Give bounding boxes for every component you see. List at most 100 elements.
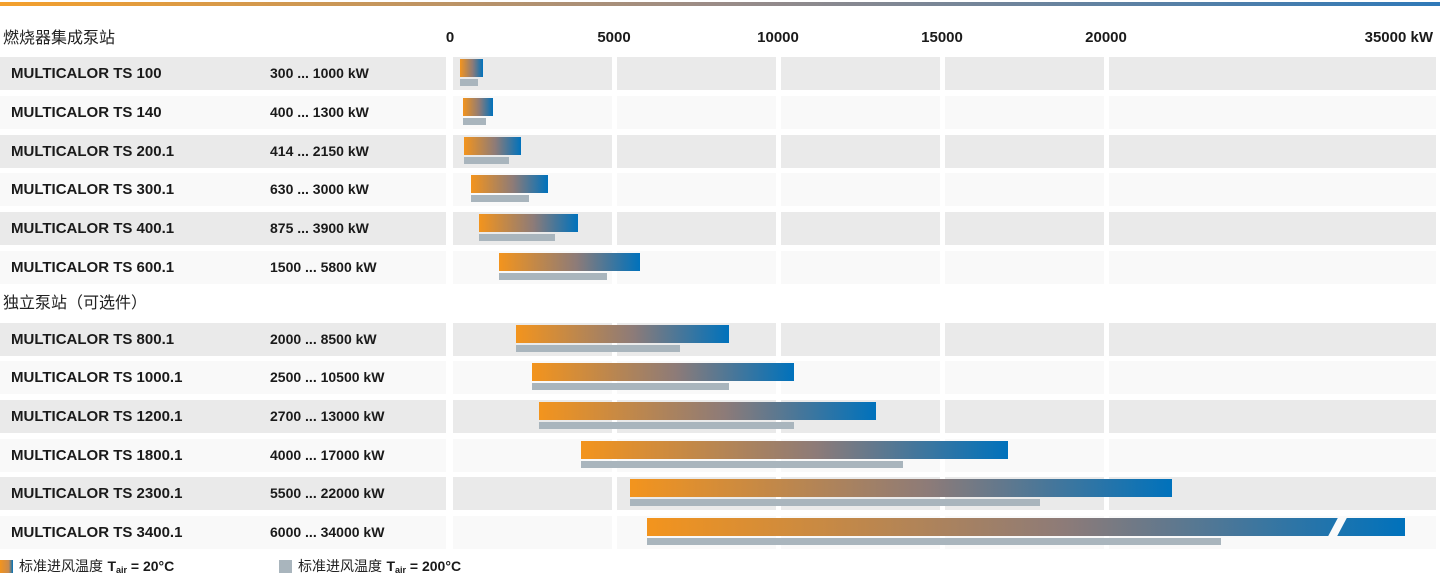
power-range-label: 4000 ... 17000 kW [270,447,385,463]
row-grid-band [1108,400,1436,433]
legend-t-value: = 20°C [127,558,175,574]
power-range-label: 6000 ... 34000 kW [270,524,385,540]
legend-t-value: = 200°C [406,558,462,574]
model-name: MULTICALOR TS 3400.1 [11,524,183,541]
row-grid-band [616,57,776,90]
table-row: MULTICALOR TS 140 400 ... 1300 kW [0,96,1440,129]
range-bar-20c [463,137,521,155]
power-range-label: 2000 ... 8500 kW [270,331,377,347]
row-grid-band [1108,135,1436,168]
row-label-band [0,135,446,168]
axis-tick-15000: 15000 [921,29,963,46]
row-grid-band [616,173,776,206]
row-grid-band [616,251,776,284]
table-row: MULTICALOR TS 300.1 630 ... 3000 kW [0,173,1440,206]
row-label-band [0,439,446,472]
row-grid-band [944,361,1104,394]
range-bar-20c [463,98,493,116]
range-bar-20c [538,402,877,420]
legend-item-200c: 标准进风温度 Tair = 200°C [279,556,462,575]
model-name: MULTICALOR TS 1200.1 [11,408,183,425]
axis-end-label: 35000 kW [1364,29,1433,46]
row-grid-band [616,96,776,129]
row-grid-band [780,96,940,129]
row-grid-band [1108,57,1436,90]
power-range-label: 2500 ... 10500 kW [270,369,385,385]
range-bar-20c [459,59,483,77]
row-grid-band [780,251,940,284]
row-grid-band [452,516,612,549]
row-grid-band [944,57,1104,90]
row-grid-band [1108,173,1436,206]
row-grid-band [944,251,1104,284]
power-range-label: 414 ... 2150 kW [270,143,369,159]
legend-text-cjk: 标准进风温度 [298,559,387,575]
table-row: MULTICALOR TS 400.1 875 ... 3900 kW [0,212,1440,245]
range-bar-200c [499,273,608,280]
range-bar-200c [463,157,510,164]
section2-title: 独立泵站（可选件） [3,293,148,312]
row-grid-band [944,96,1104,129]
row-grid-band [780,173,940,206]
power-range-label: 2700 ... 13000 kW [270,408,385,424]
row-grid-band [780,323,940,356]
table-row: MULTICALOR TS 1200.1 2700 ... 13000 kW [0,400,1440,433]
table-row: MULTICALOR TS 100 300 ... 1000 kW [0,57,1440,90]
axis-tick-0: 0 [445,29,455,46]
range-bar-200c [470,195,529,202]
row-grid-band [780,135,940,168]
row-grid-band [1108,439,1436,472]
range-bar-20c [630,479,1172,497]
range-bar-200c [459,79,478,86]
axis-tick-10000: 10000 [757,29,799,46]
row-grid-band [944,323,1104,356]
model-name: MULTICALOR TS 1800.1 [11,447,183,464]
row-grid-band [944,212,1104,245]
range-bar-20c [470,175,549,193]
row-grid-band [944,173,1104,206]
model-name: MULTICALOR TS 300.1 [11,181,175,198]
row-grid-band [780,212,940,245]
power-range-label: 400 ... 1300 kW [270,104,369,120]
table-row: MULTICALOR TS 200.1 414 ... 2150 kW [0,135,1440,168]
table-row: MULTICALOR TS 800.1 2000 ... 8500 kW [0,323,1440,356]
legend-t-subscript: air [116,565,128,575]
range-bar-20c [646,518,1405,536]
range-bar-200c [581,461,903,468]
model-name: MULTICALOR TS 140 [11,104,162,121]
row-grid-band [944,400,1104,433]
row-grid-band [452,477,612,510]
range-bar-20c [532,363,795,381]
table-row: MULTICALOR TS 600.1 1500 ... 5800 kW [0,251,1440,284]
row-label-band [0,400,446,433]
model-name: MULTICALOR TS 1000.1 [11,369,183,386]
row-grid-band [1108,361,1436,394]
range-bar-200c [478,234,555,241]
axis-tick-5000: 5000 [597,29,631,46]
model-name: MULTICALOR TS 2300.1 [11,485,183,502]
table-row: MULTICALOR TS 3400.1 6000 ... 34000 kW [0,516,1440,549]
gray-swatch-icon [279,560,292,573]
row-grid-band [1108,251,1436,284]
range-bar-200c [646,538,1221,545]
row-grid-band [1108,212,1436,245]
row-label-band [0,516,446,549]
row-label-band [0,361,446,394]
model-name: MULTICALOR TS 200.1 [11,143,175,160]
row-grid-band [944,135,1104,168]
legend-text-cjk: 标准进风温度 [19,559,108,575]
range-bar-200c [532,383,729,390]
range-bar-20c [581,441,1008,459]
model-name: MULTICALOR TS 800.1 [11,331,175,348]
legend-t-symbol: T [386,558,396,574]
accent-gradient-bar [0,2,1440,6]
legend-t-subscript: air [395,565,407,575]
range-bar-200c [515,345,680,352]
power-range-label: 630 ... 3000 kW [270,181,369,197]
row-grid-band [616,135,776,168]
row-grid-band [1108,323,1436,356]
row-grid-band [780,57,940,90]
range-bar-200c [463,118,487,125]
range-bar-200c [630,499,1041,506]
